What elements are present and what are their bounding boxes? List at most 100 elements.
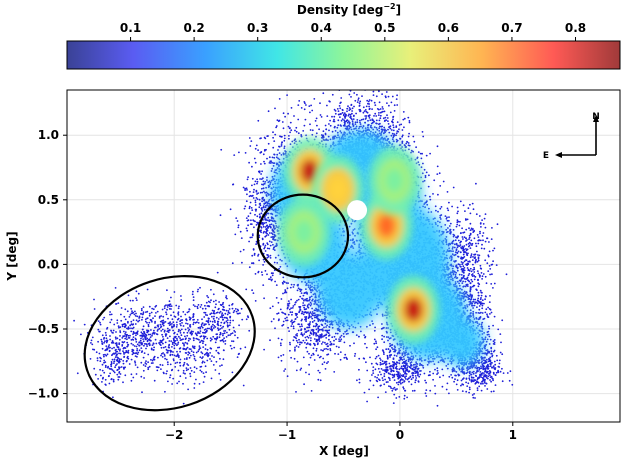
scatter-point xyxy=(251,255,253,257)
scatter-point xyxy=(409,120,411,122)
scatter-point xyxy=(386,114,388,116)
scatter-point xyxy=(396,132,398,134)
scatter-point xyxy=(429,153,431,155)
scatter-point xyxy=(246,193,248,195)
scatter-point xyxy=(437,166,439,168)
scatter-point xyxy=(305,134,307,136)
scatter-point xyxy=(381,335,383,337)
scatter-point xyxy=(284,116,286,118)
scatter-point xyxy=(374,339,376,341)
scatter-point xyxy=(254,253,256,255)
scatter-point xyxy=(367,88,369,90)
scatter-point xyxy=(264,150,266,152)
scatter-point xyxy=(256,224,258,226)
scatter-point xyxy=(260,173,262,175)
scatter-point xyxy=(392,133,394,135)
scatter-point xyxy=(268,213,270,215)
scatter-point xyxy=(279,135,281,137)
scatter-point xyxy=(374,104,376,106)
scatter-point xyxy=(335,113,337,115)
scatter-point xyxy=(276,156,278,158)
scatter-point xyxy=(328,130,330,132)
colorbar-label-exponent: −2 xyxy=(383,2,395,11)
scatter-point xyxy=(267,202,269,204)
scatter-point xyxy=(379,120,381,122)
scatter-point xyxy=(248,219,250,221)
scatter-point xyxy=(275,127,277,129)
scatter-point xyxy=(296,131,298,133)
scatter-point xyxy=(347,119,349,121)
colorbar-tick-label: 0.8 xyxy=(565,21,586,35)
scatter-point xyxy=(313,98,315,100)
scatter-point xyxy=(271,168,273,170)
scatter-point xyxy=(341,120,343,122)
scatter-point xyxy=(333,119,335,121)
scatter-point xyxy=(273,236,275,238)
scatter-point xyxy=(397,131,399,133)
scatter-point xyxy=(330,139,332,141)
scatter-point xyxy=(339,116,341,118)
scatter-point xyxy=(271,279,273,281)
scatter-point xyxy=(425,175,427,177)
scatter-point xyxy=(263,181,265,183)
scatter-point xyxy=(258,254,260,256)
scatter-point xyxy=(255,273,257,275)
scatter-point xyxy=(386,336,388,338)
scatter-point xyxy=(437,145,439,147)
scatter-point xyxy=(252,178,254,180)
scatter-point xyxy=(403,388,405,390)
scatter-point xyxy=(285,151,287,153)
scatter-point xyxy=(315,120,317,122)
scatter-point xyxy=(359,105,361,107)
scatter-point xyxy=(272,238,274,240)
scatter-point xyxy=(422,206,424,208)
scatter-point xyxy=(281,145,283,147)
scatter-point xyxy=(254,184,256,186)
scatter-point xyxy=(417,157,419,159)
scatter-point xyxy=(315,136,317,138)
scatter-point xyxy=(374,126,376,128)
scatter-point xyxy=(389,128,391,130)
scatter-point xyxy=(396,98,398,100)
scatter-point xyxy=(489,265,491,267)
scatter-point xyxy=(253,292,255,294)
scatter-point xyxy=(286,94,288,96)
scatter-point xyxy=(346,125,348,127)
scatter-point xyxy=(263,161,265,163)
scatter-point xyxy=(319,102,321,104)
scatter-point xyxy=(340,125,342,127)
scatter-point xyxy=(392,137,394,139)
scatter-point xyxy=(343,119,345,121)
scatter-point xyxy=(291,141,293,143)
scatter-point xyxy=(412,390,414,392)
scatter-point xyxy=(324,139,326,141)
scatter-point xyxy=(345,114,347,116)
scatter-point xyxy=(342,112,344,114)
scatter-point xyxy=(260,229,262,231)
scatter-point xyxy=(309,112,311,114)
scatter-point xyxy=(366,115,368,117)
scatter-point xyxy=(272,137,274,139)
scatter-point xyxy=(344,116,346,118)
scatter-point xyxy=(401,141,403,143)
scatter-point xyxy=(274,262,276,264)
scatter-point xyxy=(367,103,369,105)
scatter-point xyxy=(273,227,275,229)
scatter-point xyxy=(273,246,275,248)
scatter-point xyxy=(356,121,358,123)
scatter-point xyxy=(257,181,259,183)
scatter-point xyxy=(429,196,431,198)
scatter-point xyxy=(353,106,355,108)
scatter-point xyxy=(252,195,254,197)
scatter-point xyxy=(390,112,392,114)
scatter-point xyxy=(276,154,278,156)
scatter-point xyxy=(257,149,259,151)
scatter-point xyxy=(457,270,459,272)
scatter-point xyxy=(256,193,258,195)
scatter-point xyxy=(259,203,261,205)
scatter-point xyxy=(300,134,302,136)
scatter-point xyxy=(289,131,291,133)
